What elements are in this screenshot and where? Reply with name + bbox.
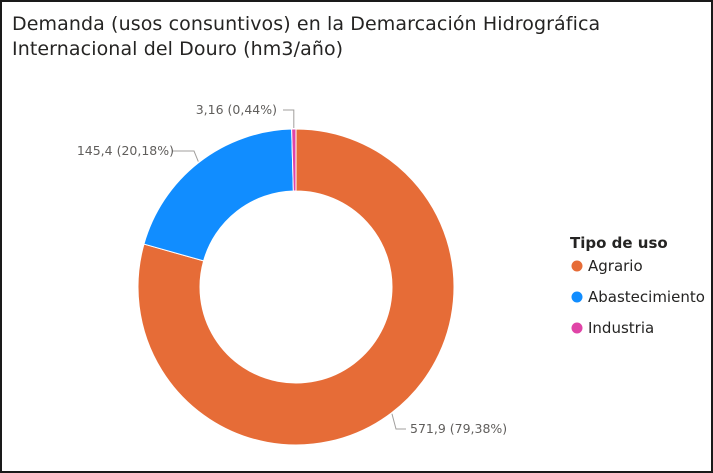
legend-item-industria[interactable]: Industria [588, 319, 654, 337]
legend-item-abastecimiento[interactable]: Abastecimiento [588, 288, 705, 306]
legend-marker-abastecimiento[interactable] [571, 291, 583, 303]
data-label-industria: 3,16 (0,44%) [196, 102, 277, 117]
leader-line-abastecimiento [172, 150, 199, 162]
data-label-agrario: 571,9 (79,38%) [410, 421, 507, 436]
data-label-abastecimiento: 145,4 (20,18%) [77, 143, 174, 158]
leader-line-industria [283, 109, 295, 129]
slice-agrario[interactable] [137, 128, 455, 446]
legend-marker-industria[interactable] [571, 322, 583, 334]
legend-title: Tipo de uso [570, 234, 668, 252]
legend-item-agrario[interactable]: Agrario [588, 257, 643, 275]
leader-line-agrario [391, 413, 406, 430]
legend-marker-agrario[interactable] [571, 260, 583, 272]
chart-title: Demanda (usos consuntivos) en la Demarca… [12, 13, 601, 60]
slice-abastecimiento[interactable] [143, 128, 294, 262]
slice-industria[interactable] [291, 128, 297, 192]
